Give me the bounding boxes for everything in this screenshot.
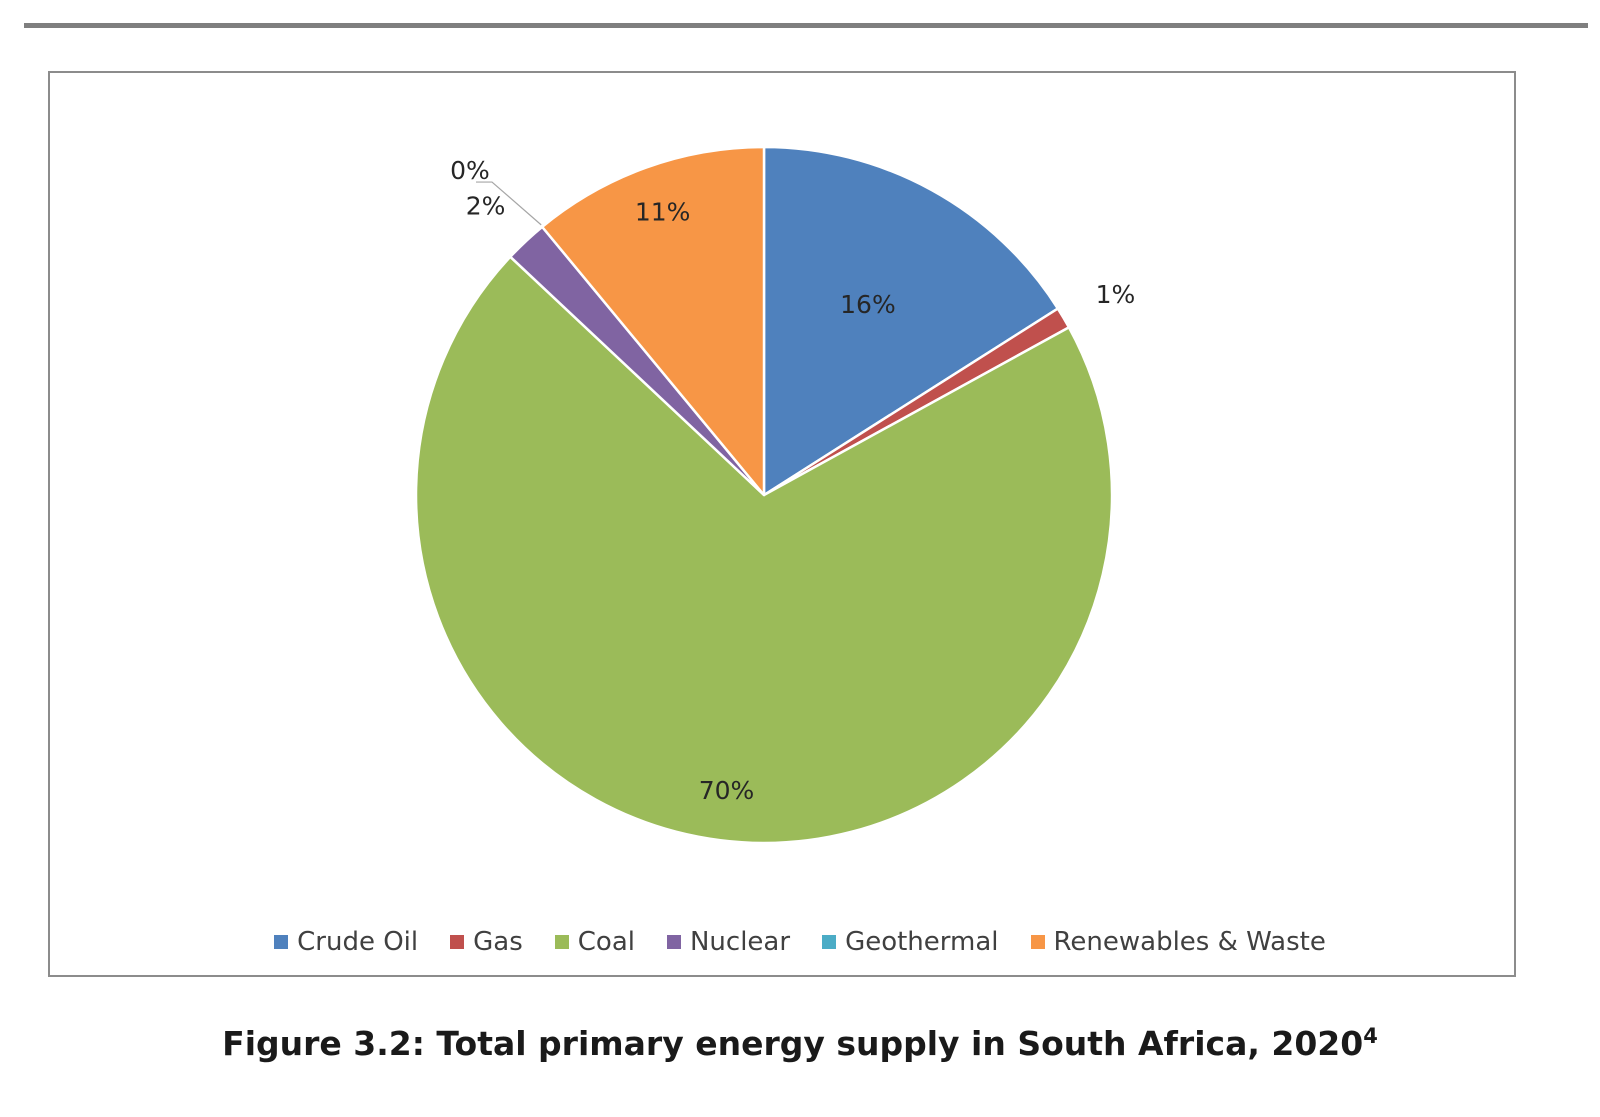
- figure-caption: Figure 3.2: Total primary energy supply …: [0, 1024, 1600, 1063]
- legend-item-geothermal: Geothermal: [822, 927, 999, 957]
- caption-footnote-ref: 4: [1363, 1024, 1378, 1048]
- legend-item-gas: Gas: [450, 927, 523, 957]
- data-label-crude-oil: 16%: [840, 290, 896, 319]
- pie-slice-renewables-and-waste: [540, 145, 766, 497]
- top-rule: [24, 23, 1588, 28]
- legend-swatch-geothermal: [822, 935, 837, 949]
- legend-item-renewables-and-waste: Renewables & Waste: [1030, 927, 1326, 957]
- legend-swatch-renewables-and-waste: [1030, 935, 1045, 949]
- pie-slice-crude-oil: [762, 145, 1060, 497]
- legend-label-nuclear: Nuclear: [689, 927, 791, 957]
- legend-item-crude-oil: Crude Oil: [274, 927, 418, 957]
- data-label-gas: 1%: [1096, 280, 1136, 309]
- legend-label-coal: Coal: [577, 927, 635, 957]
- legend-swatch-crude-oil: [274, 935, 289, 949]
- data-label-geothermal: 0%: [450, 156, 490, 185]
- data-label-renewables-and-waste: 11%: [635, 197, 691, 226]
- caption-text: Figure 3.2: Total primary energy supply …: [222, 1024, 1364, 1063]
- data-label-coal: 70%: [699, 776, 755, 805]
- legend-swatch-coal: [554, 935, 569, 949]
- legend-label-geothermal: Geothermal: [845, 927, 999, 957]
- legend-swatch-nuclear: [666, 935, 681, 949]
- legend-item-coal: Coal: [554, 927, 635, 957]
- legend-label-renewables-and-waste: Renewables & Waste: [1053, 927, 1326, 957]
- legend-swatch-gas: [450, 935, 465, 949]
- legend-item-nuclear: Nuclear: [666, 927, 791, 957]
- data-label-nuclear: 2%: [466, 191, 506, 220]
- leader-line-geothermal: [475, 181, 542, 226]
- legend: Crude Oil Gas Coal Nuclear Geothermal Renewab…: [0, 922, 1600, 962]
- pie-leader-lines: [475, 181, 542, 226]
- pie-slice-coal: [414, 255, 1114, 845]
- legend-label-crude-oil: Crude Oil: [297, 927, 419, 957]
- legend-label-gas: Gas: [473, 927, 523, 957]
- pie-data-labels: 16% 1% 70% 2% 0% 11%: [450, 156, 1135, 805]
- pie-slices: [414, 145, 1114, 845]
